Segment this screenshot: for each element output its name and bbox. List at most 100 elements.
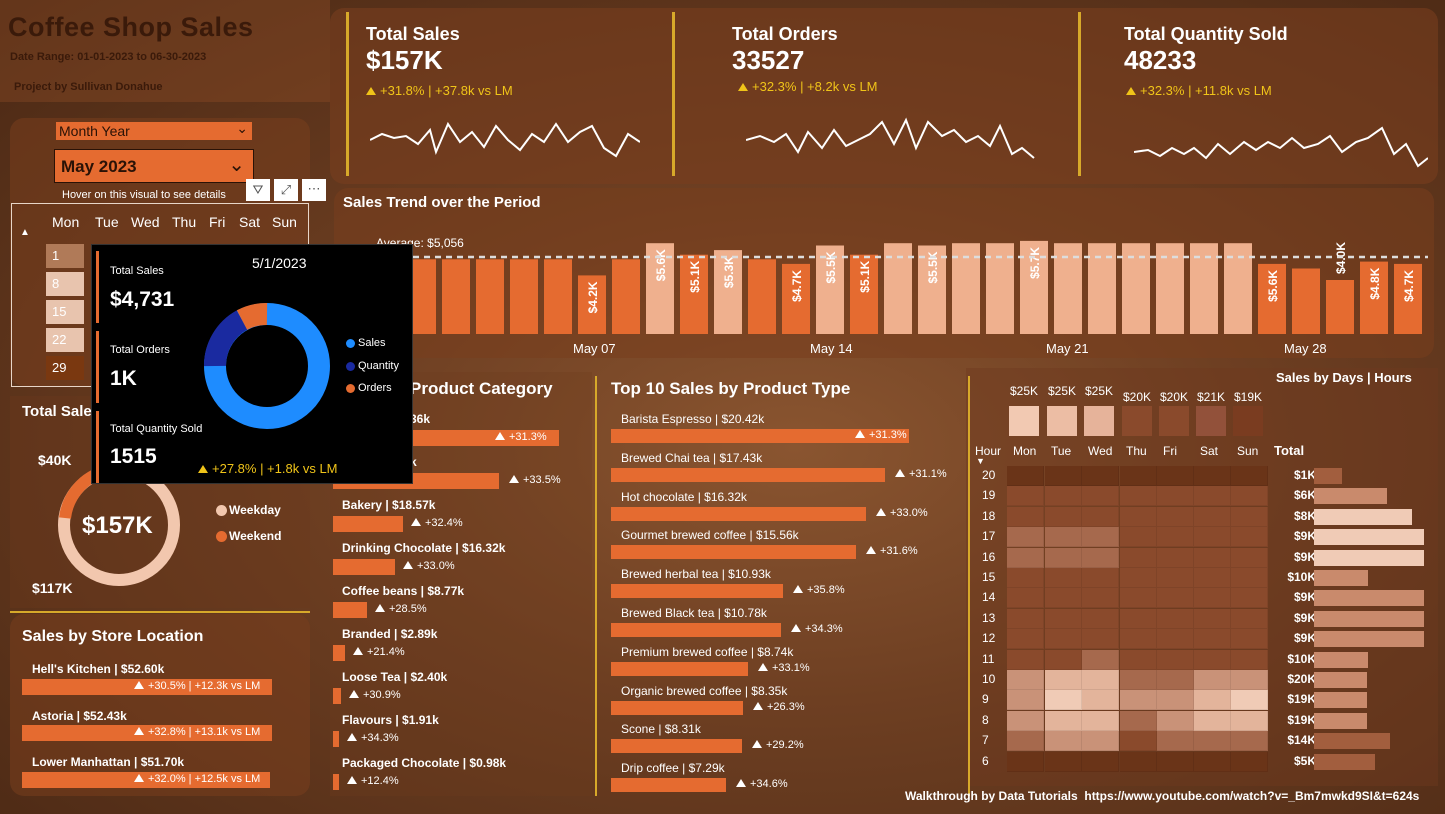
heatmap-cell[interactable] xyxy=(1007,588,1044,609)
heatmap-cell[interactable] xyxy=(1231,731,1268,752)
hour-total-bar[interactable] xyxy=(1314,590,1424,607)
heatmap-cell[interactable] xyxy=(1082,547,1119,568)
heatmap-cell[interactable] xyxy=(1194,670,1231,690)
heatmap-cell[interactable] xyxy=(1082,466,1119,486)
heatmap-cell[interactable] xyxy=(1007,731,1044,752)
cal-date-cell[interactable]: 8 xyxy=(46,272,84,296)
heatmap-cell[interactable] xyxy=(1007,710,1044,731)
heatmap-cell[interactable] xyxy=(1082,588,1119,609)
month-year-dropdown[interactable]: Month Year ⌄ xyxy=(56,120,252,140)
heatmap-cell[interactable] xyxy=(1231,629,1268,650)
trend-bar[interactable] xyxy=(1156,243,1184,334)
heatmap-cell[interactable] xyxy=(1231,486,1268,507)
heatmap-cell[interactable] xyxy=(1157,710,1194,731)
heatmap-cell[interactable] xyxy=(1045,588,1082,609)
heatmap-cell[interactable] xyxy=(1194,486,1231,507)
ptype-bar[interactable] xyxy=(611,467,885,482)
store-bar[interactable] xyxy=(22,772,270,788)
trend-bar[interactable] xyxy=(782,263,810,334)
trend-bar[interactable] xyxy=(578,275,606,334)
trend-bar[interactable] xyxy=(986,243,1014,334)
heatmap-cell[interactable] xyxy=(1157,649,1194,670)
heatmap-cell[interactable] xyxy=(1157,466,1194,486)
footer-link[interactable]: https://www.youtube.com/watch?v=_Bm7mwkd… xyxy=(1084,789,1420,803)
filter-icon[interactable]: ⛛ xyxy=(246,179,270,201)
heatmap-cell[interactable] xyxy=(1045,608,1082,629)
heatmap-cell[interactable] xyxy=(1082,690,1119,711)
trend-bar[interactable] xyxy=(1258,263,1286,334)
trend-bar[interactable] xyxy=(1088,243,1116,334)
heatmap-cell[interactable] xyxy=(1007,670,1044,690)
heatmap-cell[interactable] xyxy=(1194,629,1231,650)
day-total-block[interactable] xyxy=(1122,406,1152,436)
hour-total-bar[interactable] xyxy=(1314,570,1368,586)
trend-bar[interactable] xyxy=(1326,280,1354,334)
heatmap-cell[interactable] xyxy=(1231,568,1268,588)
trend-bar[interactable] xyxy=(748,259,776,334)
heatmap-cell[interactable] xyxy=(1082,751,1119,772)
ptype-bar[interactable] xyxy=(611,429,909,443)
category-bar[interactable] xyxy=(333,645,345,661)
heatmap-cell[interactable] xyxy=(1157,486,1194,507)
trend-bar[interactable] xyxy=(918,245,946,335)
day-total-block[interactable] xyxy=(1233,406,1263,436)
heatmap-cell[interactable] xyxy=(1194,466,1231,486)
category-bar[interactable] xyxy=(333,688,341,704)
heatmap-cell[interactable] xyxy=(1007,690,1044,711)
heatmap-cell[interactable] xyxy=(1120,466,1157,486)
heatmap-cell[interactable] xyxy=(1120,527,1157,548)
heatmap-cell[interactable] xyxy=(1194,506,1231,527)
trend-bar[interactable] xyxy=(680,254,708,334)
heatmap-cell[interactable] xyxy=(1045,690,1082,711)
heatmap-cell[interactable] xyxy=(1157,608,1194,629)
trend-bar[interactable] xyxy=(1394,263,1422,334)
hour-total-bar[interactable] xyxy=(1314,529,1424,546)
heatmap-cell[interactable] xyxy=(1194,710,1231,731)
heatmap-cell[interactable] xyxy=(1007,547,1044,568)
heatmap-cell[interactable] xyxy=(1045,527,1082,548)
hour-total-bar[interactable] xyxy=(1314,753,1375,770)
heatmap-cell[interactable] xyxy=(1157,588,1194,609)
heatmap-cell[interactable] xyxy=(1157,629,1194,650)
heatmap-cell[interactable] xyxy=(1045,751,1082,772)
hour-total-bar[interactable] xyxy=(1314,733,1390,750)
heatmap-cell[interactable] xyxy=(1194,527,1231,548)
heatmap-cell[interactable] xyxy=(1194,649,1231,670)
heatmap-cell[interactable] xyxy=(1082,649,1119,670)
more-options-icon[interactable]: ⋯ xyxy=(302,179,326,201)
trend-bar[interactable] xyxy=(1224,243,1252,334)
hour-total-bar[interactable] xyxy=(1314,610,1424,627)
sort-down-icon[interactable]: ▼ xyxy=(976,456,985,466)
focus-mode-icon[interactable]: ⤢ xyxy=(274,179,298,201)
heatmap-cell[interactable] xyxy=(1194,690,1231,711)
cal-date-cell[interactable]: 1 xyxy=(46,244,84,268)
heatmap-cell[interactable] xyxy=(1082,608,1119,629)
heatmap-cell[interactable] xyxy=(1045,629,1082,650)
heatmap-cell[interactable] xyxy=(1120,629,1157,650)
heatmap-cell[interactable] xyxy=(1157,690,1194,711)
heatmap-cell[interactable] xyxy=(1231,690,1268,711)
heatmap-cell[interactable] xyxy=(1194,547,1231,568)
day-total-block[interactable] xyxy=(1159,406,1189,436)
trend-bar[interactable] xyxy=(476,259,504,334)
heatmap-cell[interactable] xyxy=(1082,710,1119,731)
hour-total-bar[interactable] xyxy=(1314,672,1367,688)
trend-bar[interactable] xyxy=(714,250,742,334)
trend-bar[interactable] xyxy=(1122,243,1150,334)
trend-bar[interactable] xyxy=(646,243,674,334)
heatmap-cell[interactable] xyxy=(1120,710,1157,731)
heatmap-cell[interactable] xyxy=(1157,751,1194,772)
heatmap-cell[interactable] xyxy=(1194,588,1231,609)
ptype-bar[interactable] xyxy=(611,584,783,599)
heatmap-cell[interactable] xyxy=(1231,608,1268,629)
trend-bar[interactable] xyxy=(816,245,844,335)
heatmap-cell[interactable] xyxy=(1045,568,1082,588)
heatmap-cell[interactable] xyxy=(1045,710,1082,731)
heatmap-cell[interactable] xyxy=(1082,527,1119,548)
trend-bar[interactable] xyxy=(1292,268,1320,335)
heatmap-cell[interactable] xyxy=(1082,670,1119,690)
store-bar[interactable] xyxy=(22,725,272,741)
category-bar[interactable] xyxy=(333,774,339,790)
month-select[interactable]: May 2023 ⌄ xyxy=(54,149,254,183)
cal-date-cell[interactable]: 29 xyxy=(46,356,84,380)
